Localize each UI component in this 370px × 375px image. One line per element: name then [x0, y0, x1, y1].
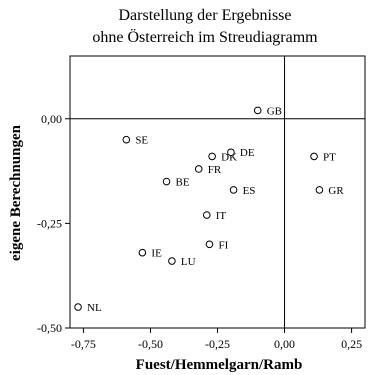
- data-point-marker: [162, 177, 171, 186]
- data-point-marker: [229, 186, 238, 194]
- data-point-marker: [194, 165, 203, 173]
- data-point-marker: [315, 186, 324, 194]
- y-tick-label: -0,25: [37, 216, 62, 230]
- data-point-label: PT: [323, 151, 336, 163]
- data-point-label: ES: [243, 185, 256, 197]
- data-point-label: NL: [87, 302, 102, 314]
- chart-title-line-2: ohne Österreich im Streudiagramm: [92, 28, 318, 46]
- data-point-label: IT: [216, 210, 227, 222]
- data-point-label: IE: [151, 248, 162, 260]
- x-axis-title: Fuest/Hemmelgarn/Ramb: [136, 357, 303, 373]
- x-tick-label: -0,50: [138, 337, 163, 351]
- data-point-marker: [138, 248, 147, 257]
- y-axis-ticks: 0,00 -0,25 -0,50: [37, 112, 70, 335]
- x-tick-label: -0,25: [205, 337, 230, 351]
- data-point-label: LU: [181, 256, 196, 268]
- data-point-marker: [74, 303, 82, 311]
- data-point-label: DE: [240, 147, 255, 159]
- data-point-marker: [202, 211, 211, 219]
- data-point-label: BE: [176, 177, 190, 189]
- data-point-marker: [227, 148, 235, 157]
- chart-title-line-1: Darstellung der Ergebnisse: [119, 7, 292, 24]
- x-axis-ticks: -0,75 -0,50 -0,25 0,00 0,25: [71, 328, 362, 351]
- data-point-marker: [208, 152, 216, 161]
- y-tick-label: -0,50: [37, 321, 62, 335]
- x-tick-label: 0,00: [274, 337, 295, 351]
- data-point-marker: [205, 240, 214, 249]
- x-tick-label: -0,75: [71, 337, 96, 351]
- data-point-marker: [310, 152, 318, 161]
- data-point-label: GB: [267, 105, 282, 117]
- reference-lines: [70, 56, 365, 328]
- data-point-marker: [122, 135, 131, 144]
- data-point-label: FR: [208, 164, 222, 176]
- data-point-label: SE: [135, 135, 148, 147]
- data-point-label: GR: [328, 185, 344, 197]
- x-tick-label: 0,25: [341, 337, 362, 351]
- data-point-label: FI: [218, 239, 228, 251]
- y-tick-label: 0,00: [41, 112, 62, 126]
- data-point-marker: [168, 257, 176, 265]
- data-point-marker: [253, 106, 262, 115]
- y-axis-title: eigene Berechnungen: [8, 124, 24, 261]
